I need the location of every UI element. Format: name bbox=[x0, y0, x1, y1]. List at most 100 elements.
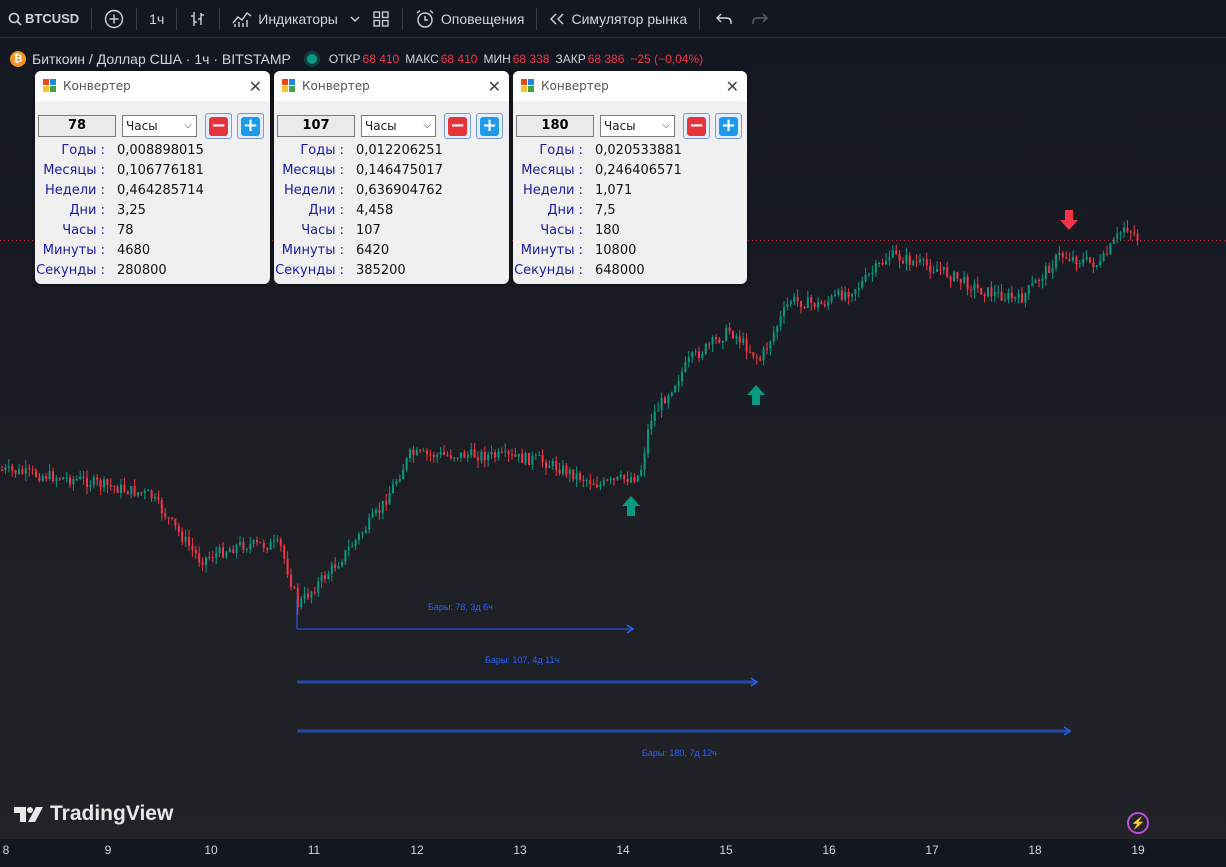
candle-body bbox=[609, 478, 612, 481]
row-value: 4680 bbox=[117, 243, 151, 258]
compare-button[interactable] bbox=[96, 0, 132, 38]
candle-body bbox=[514, 454, 517, 457]
hours-input[interactable]: 78 bbox=[38, 115, 116, 137]
minus-icon: − bbox=[209, 114, 228, 136]
time-tick: 18 bbox=[1028, 843, 1042, 857]
row-label: Секунды : bbox=[36, 263, 105, 278]
chart-type-button[interactable] bbox=[181, 0, 215, 38]
row-value: 0,464285714 bbox=[117, 183, 204, 198]
candle-body bbox=[1129, 231, 1132, 233]
candle-body bbox=[973, 284, 976, 291]
candle-body bbox=[548, 465, 551, 468]
converter-titlebar[interactable]: Конвертер ✕ bbox=[35, 71, 270, 101]
indicators-button[interactable]: Индикаторы bbox=[224, 0, 346, 38]
candle-body bbox=[936, 269, 938, 272]
lightning-icon[interactable]: ⚡ bbox=[1127, 812, 1149, 834]
arrow-down-icon[interactable] bbox=[1060, 210, 1078, 230]
converter-titlebar[interactable]: Конвертер ✕ bbox=[274, 71, 509, 101]
low-value: 68 338 bbox=[512, 52, 550, 66]
arrow-up-icon[interactable] bbox=[747, 385, 765, 405]
candle-body bbox=[698, 351, 700, 359]
candle-body bbox=[55, 478, 58, 482]
candle-body bbox=[942, 266, 945, 270]
candle-body bbox=[446, 454, 449, 456]
converter-window-2[interactable]: Конвертер ✕ 107 Часы ⌵ − + Годы : 0,012206… bbox=[274, 71, 509, 284]
plus-icon: + bbox=[719, 114, 738, 136]
undo-button[interactable] bbox=[704, 0, 744, 38]
redo-button[interactable] bbox=[744, 0, 776, 38]
candle-body bbox=[7, 466, 10, 468]
indicators-dropdown[interactable] bbox=[346, 0, 364, 38]
candle-body bbox=[429, 453, 432, 455]
row-label: Недели : bbox=[283, 183, 344, 198]
converter-window-3[interactable]: Конвертер ✕ 180 Часы ⌵ − + Годы : 0,020533… bbox=[513, 71, 747, 284]
legend-title[interactable]: Биткоин / Доллар США · 1ч · BITSTAMP bbox=[32, 51, 291, 67]
row-label: Годы : bbox=[539, 143, 583, 158]
layout-button[interactable] bbox=[364, 0, 398, 38]
candle-body bbox=[939, 269, 942, 271]
decrement-button[interactable]: − bbox=[205, 113, 232, 139]
increment-button[interactable]: + bbox=[715, 113, 742, 139]
candle-body bbox=[721, 341, 724, 343]
interval-button[interactable]: 1ч bbox=[141, 0, 172, 38]
tradingview-logo[interactable]: TradingView bbox=[14, 802, 173, 826]
candle-body bbox=[273, 540, 275, 542]
unit-select-value: Часы bbox=[365, 119, 397, 133]
converter-titlebar[interactable]: Конвертер ✕ bbox=[513, 71, 747, 101]
candle-body bbox=[477, 457, 479, 461]
candle-body bbox=[626, 479, 629, 483]
decrement-button[interactable]: − bbox=[444, 113, 471, 139]
unit-select[interactable]: Часы ⌵ bbox=[600, 115, 675, 137]
divider bbox=[91, 7, 93, 30]
hours-input[interactable]: 107 bbox=[277, 115, 355, 137]
conversion-row-seconds: Секунды : 280800 bbox=[35, 261, 270, 281]
candle-body bbox=[762, 348, 765, 361]
candle-body bbox=[1, 470, 3, 471]
unit-select[interactable]: Часы ⌵ bbox=[122, 115, 197, 137]
alerts-button[interactable]: Оповещения bbox=[407, 0, 533, 38]
time-tick: 19 bbox=[1131, 843, 1145, 857]
market-open-indicator bbox=[306, 54, 317, 64]
row-value: 385200 bbox=[356, 263, 406, 278]
converter-window-1[interactable]: Конвертер ✕ 78 Часы ⌵ − + Годы : 0,0088980… bbox=[35, 71, 270, 284]
symbol-label: BTCUSD bbox=[25, 11, 80, 26]
candle-body bbox=[953, 271, 955, 281]
candle-body bbox=[65, 477, 68, 479]
candle-body bbox=[1092, 262, 1095, 268]
decrement-button[interactable]: − bbox=[683, 113, 710, 139]
chevron-down-icon bbox=[350, 16, 360, 22]
conversion-row-months: Месяцы : 0,146475017 bbox=[274, 161, 509, 181]
candle-body bbox=[599, 484, 602, 488]
candle-body bbox=[1102, 253, 1105, 261]
hours-input[interactable]: 180 bbox=[516, 115, 594, 137]
candle-body bbox=[443, 452, 445, 455]
candle-body bbox=[256, 540, 258, 543]
candle-body bbox=[619, 474, 622, 477]
candle-body bbox=[82, 476, 85, 479]
row-label: Недели : bbox=[44, 183, 105, 198]
candle-body bbox=[650, 420, 653, 430]
candle-body bbox=[494, 452, 496, 458]
unit-select[interactable]: Часы ⌵ bbox=[361, 115, 436, 137]
candle-body bbox=[681, 371, 683, 382]
arrow-up-icon[interactable] bbox=[622, 496, 640, 516]
close-icon[interactable]: ✕ bbox=[248, 77, 262, 96]
candle-body bbox=[154, 496, 156, 499]
candle-body bbox=[793, 296, 796, 302]
app-icon bbox=[521, 79, 535, 93]
candle-body bbox=[511, 454, 513, 456]
row-label: Секунды : bbox=[275, 263, 344, 278]
increment-button[interactable]: + bbox=[476, 113, 503, 139]
conversion-row-minutes: Минуты : 10800 bbox=[513, 241, 747, 261]
candle-body bbox=[45, 475, 48, 480]
increment-button[interactable]: + bbox=[237, 113, 264, 139]
candle-body bbox=[759, 357, 762, 361]
close-icon[interactable]: ✕ bbox=[487, 77, 501, 96]
time-axis[interactable]: 8 9 10 11 12 13 14 15 16 17 18 19 bbox=[0, 839, 1226, 867]
conversion-row-days: Дни : 4,458 bbox=[274, 201, 509, 221]
symbol-search[interactable]: BTCUSD bbox=[0, 0, 87, 38]
candle-body bbox=[463, 452, 466, 458]
close-icon[interactable]: ✕ bbox=[725, 77, 739, 96]
candle-body bbox=[69, 477, 71, 485]
replay-button[interactable]: Симулятор рынка bbox=[541, 0, 695, 38]
